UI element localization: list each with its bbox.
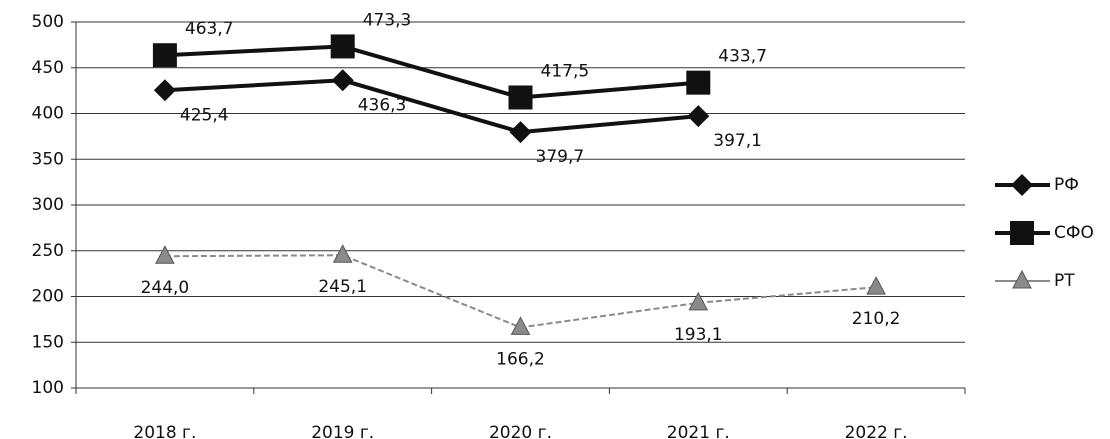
y-tick-label: 200 <box>32 287 64 307</box>
series-line <box>164 78 699 135</box>
data-label: 379,7 <box>536 147 585 167</box>
data-label: 397,1 <box>713 131 762 151</box>
y-tick-label: 350 <box>32 149 64 169</box>
marker <box>152 43 177 68</box>
marker <box>1012 269 1032 289</box>
marker <box>331 69 354 92</box>
data-label: 433,7 <box>718 47 767 67</box>
x-tick-label: 2022 г. <box>845 423 908 439</box>
marker <box>1010 221 1034 245</box>
data-label: 244,0 <box>141 278 190 298</box>
y-tick-label: 300 <box>32 195 64 215</box>
marker <box>510 316 531 335</box>
data-label: 417,5 <box>541 61 590 81</box>
x-tick-label: 2018 г. <box>133 423 196 439</box>
legend-label: СФО <box>1054 223 1094 243</box>
x-tick-label: 2021 г. <box>667 423 730 439</box>
y-tick-label: 400 <box>32 104 64 124</box>
y-tick-label: 150 <box>32 332 64 352</box>
x-tick-label: 2020 г. <box>489 423 552 439</box>
marker <box>155 245 175 264</box>
y-tick-label: 450 <box>32 58 64 78</box>
x-tick-label: 2019 г. <box>311 423 374 439</box>
marker <box>330 34 355 59</box>
data-label: 193,1 <box>674 325 723 345</box>
marker <box>688 291 709 311</box>
legend-label: РФ <box>1054 175 1079 195</box>
marker <box>509 121 532 144</box>
data-label: 463,7 <box>185 19 234 39</box>
marker <box>332 244 353 263</box>
marker <box>686 70 711 95</box>
marker <box>866 276 886 295</box>
data-label: 166,2 <box>496 349 545 369</box>
series-line <box>164 44 699 100</box>
marker <box>1011 174 1033 196</box>
data-label: 245,1 <box>318 277 367 297</box>
y-tick-label: 100 <box>32 378 64 398</box>
marker <box>153 79 176 102</box>
y-tick-label: 500 <box>32 12 64 32</box>
y-tick-label: 250 <box>32 241 64 261</box>
data-label: 473,3 <box>363 10 412 30</box>
legend-label: РТ <box>1054 271 1075 291</box>
marker <box>687 105 710 128</box>
data-label: 210,2 <box>852 309 901 329</box>
data-label: 436,3 <box>358 95 407 115</box>
data-label: 425,4 <box>180 105 229 125</box>
marker <box>508 85 533 110</box>
